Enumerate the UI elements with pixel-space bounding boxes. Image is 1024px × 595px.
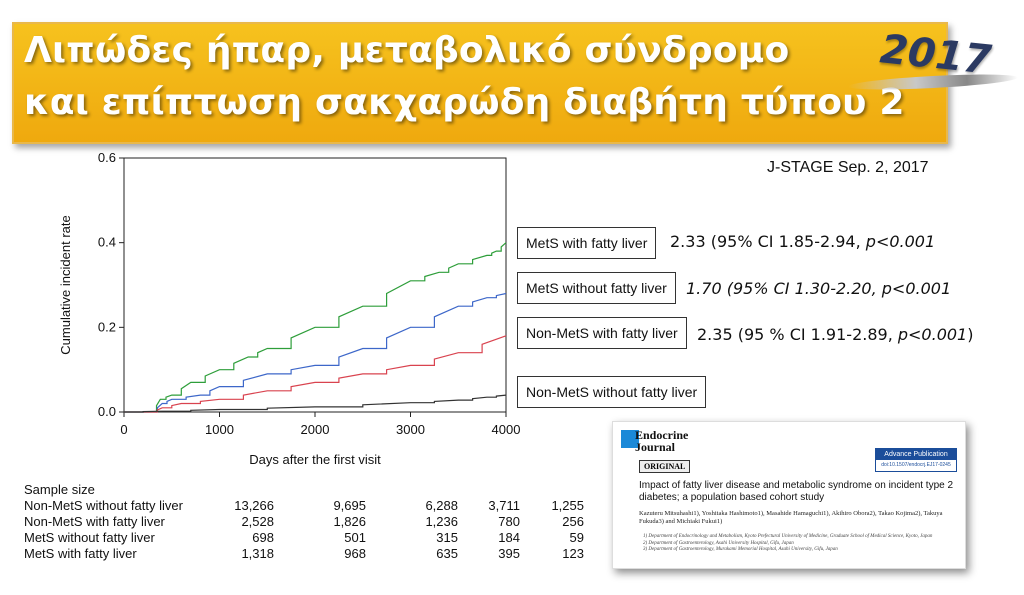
title-line-2: και επίπτωση σακχαρώδη διαβήτη τύπου 2 xyxy=(24,82,905,123)
advance-doi: doi:10.1507/endocrj.EJ17-0245 xyxy=(881,462,951,468)
stat-p: p<0.001 xyxy=(865,232,936,251)
series-line-0 xyxy=(124,242,507,413)
cell: 9,695 xyxy=(333,498,366,513)
x-tick-label: 1000 xyxy=(205,422,234,437)
stat-main: 2.35 (95 % CI 1.91-2.89, xyxy=(697,325,898,344)
y-tick-label: 0.4 xyxy=(98,235,116,250)
x-tick-label: 2000 xyxy=(301,422,330,437)
paper-thumbnail: Endocrine Journal Advance Publication do… xyxy=(612,421,966,569)
hazard-ratio-mets-nonfatty: 1.70 (95% CI 1.30-2.20, p<0.001 xyxy=(686,279,951,298)
paper-affiliations: 1) Department of Endocrinology and Metab… xyxy=(643,534,959,554)
journal-name-1: Endocrine xyxy=(635,428,689,442)
legend-box-mets-fatty: MetS with fatty liver xyxy=(517,227,657,259)
journal-logo-mark xyxy=(621,430,639,448)
legend-box-nonmets-nonfatty: Non-MetS without fatty liver xyxy=(517,376,707,408)
row-label: Non-MetS with fatty liver xyxy=(24,514,165,529)
x-axis-label: Days after the first visit xyxy=(249,452,381,467)
x-tick-label: 0 xyxy=(120,422,127,437)
table-row: Non-MetS with fatty liver 2,528 1,826 1,… xyxy=(24,514,584,530)
paper-authors: Kazuteru Mitsuhashi1), Yoshitaka Hashimo… xyxy=(639,510,943,525)
x-tick-label: 3000 xyxy=(396,422,425,437)
cell: 780 xyxy=(498,514,520,529)
table-row: MetS with fatty liver 1,318 968 635 395 … xyxy=(24,546,584,562)
paper-category: ORIGINAL xyxy=(639,460,691,473)
source-citation: J-STAGE Sep. 2, 2017 xyxy=(767,159,929,176)
cell: 395 xyxy=(498,546,520,561)
cell: 1,826 xyxy=(333,514,366,529)
y-axis-label: Cumulative incident rate xyxy=(58,215,73,354)
advance-title: Advance Publication xyxy=(876,449,956,460)
row-label: MetS with fatty liver xyxy=(24,546,137,561)
y-tick-label: 0.2 xyxy=(98,319,116,334)
cell: 501 xyxy=(344,530,366,545)
affiliation: 2) Department of Gastroenterology, Asahi… xyxy=(643,540,794,546)
paper-title: Impact of fatty liver disease and metabo… xyxy=(639,480,954,503)
legend-box-mets-nonfatty: MetS without fatty liver xyxy=(517,272,676,304)
table-row: MetS without fatty liver 698 501 315 184… xyxy=(24,530,584,546)
cell: 59 xyxy=(569,530,584,545)
stat-main: 2.33 (95% CI 1.85-2.94, xyxy=(670,232,866,251)
cell: 635 xyxy=(436,546,458,561)
cell: 123 xyxy=(562,546,584,561)
row-label: Non-MetS without fatty liver xyxy=(24,498,183,513)
y-tick-label: 0.0 xyxy=(98,404,116,419)
hazard-ratio-mets-fatty: 2.33 (95% CI 1.85-2.94, p<0.001 xyxy=(670,232,935,251)
stat-end: ) xyxy=(967,325,974,344)
cell: 1,255 xyxy=(551,498,584,513)
cell: 2,528 xyxy=(241,514,274,529)
series-line-1 xyxy=(124,292,507,413)
y-tick-label: 0.6 xyxy=(98,150,116,165)
series-line-2 xyxy=(124,335,507,413)
cell: 968 xyxy=(344,546,366,561)
journal-logo: Endocrine Journal xyxy=(635,429,688,453)
sample-size-heading: Sample size xyxy=(24,482,95,497)
journal-name-2: Journal xyxy=(635,440,676,454)
cell: 184 xyxy=(498,530,520,545)
hazard-ratio-nonmets-fatty: 2.35 (95 % CI 1.91-2.89, p<0.001) xyxy=(697,325,973,344)
plot-frame xyxy=(123,157,507,413)
cell: 698 xyxy=(252,530,274,545)
x-tick-label: 4000 xyxy=(492,422,521,437)
title-line-1: Λιπώδες ήπαρ, μεταβολικό σύνδρομο xyxy=(24,30,790,71)
cell: 256 xyxy=(562,514,584,529)
cell: 315 xyxy=(436,530,458,545)
legend-box-nonmets-fatty: Non-MetS with fatty liver xyxy=(517,317,687,349)
row-label: MetS without fatty liver xyxy=(24,530,155,545)
stat-main: 1.70 (95% CI 1.30-2.20, p<0.001 xyxy=(686,279,952,298)
cell: 6,288 xyxy=(425,498,458,513)
advance-publication-badge: Advance Publication doi:10.1507/endocrj.… xyxy=(875,448,957,472)
affiliation: 3) Department of Gastroenterology, Murak… xyxy=(643,547,838,553)
series-line-3 xyxy=(124,394,507,413)
affiliation: 1) Department of Endocrinology and Metab… xyxy=(643,534,933,539)
stat-p: p<0.001 xyxy=(897,325,968,344)
table-row: Non-MetS without fatty liver 13,266 9,69… xyxy=(24,498,584,514)
cell: 1,318 xyxy=(241,546,274,561)
cell: 1,236 xyxy=(425,514,458,529)
cell: 3,711 xyxy=(488,498,520,513)
incidence-chart: 0 1000 2000 3000 4000 0.0 0.2 0.4 0.6 Days after … xyxy=(58,150,521,467)
title-banner: Λιπώδες ήπαρ, μεταβολικό σύνδρομο και επ… xyxy=(12,22,948,144)
cell: 13,266 xyxy=(234,498,274,513)
